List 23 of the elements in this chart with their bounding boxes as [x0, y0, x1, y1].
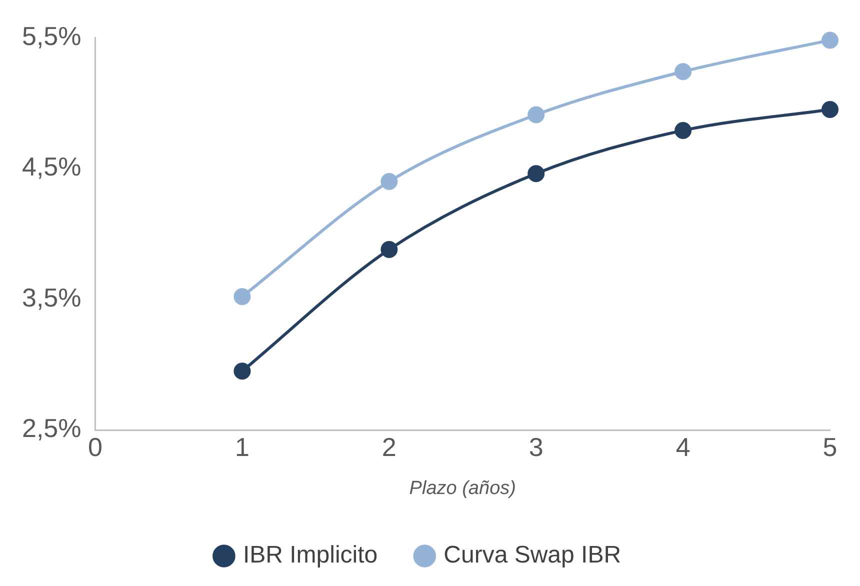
y-tick-label: 5,5%	[22, 20, 82, 51]
x-tick-label: 3	[528, 432, 544, 462]
point	[234, 362, 251, 380]
x-tick-label: 4	[676, 432, 690, 462]
y-tick-label: 2,5%	[22, 413, 82, 444]
point	[822, 101, 838, 118]
point	[674, 63, 692, 80]
point	[380, 240, 398, 258]
x-tick-label: 2	[382, 432, 396, 462]
legend-label: Curva Swap IBR	[444, 542, 622, 569]
x-axis-title: Plazo (años)	[409, 478, 516, 499]
point	[528, 165, 545, 182]
legend-label: IBR Implicito	[242, 542, 378, 569]
x-tick-label: 0	[88, 432, 102, 462]
point	[380, 172, 398, 190]
y-tick-label: 4,5%	[22, 152, 82, 182]
point	[528, 106, 545, 124]
point	[674, 122, 692, 139]
point	[822, 32, 838, 49]
y-tick-label: 3,5%	[22, 282, 82, 312]
x-tick-label: 1	[234, 432, 250, 462]
point	[234, 288, 251, 306]
x-tick-label: 5	[822, 432, 838, 462]
